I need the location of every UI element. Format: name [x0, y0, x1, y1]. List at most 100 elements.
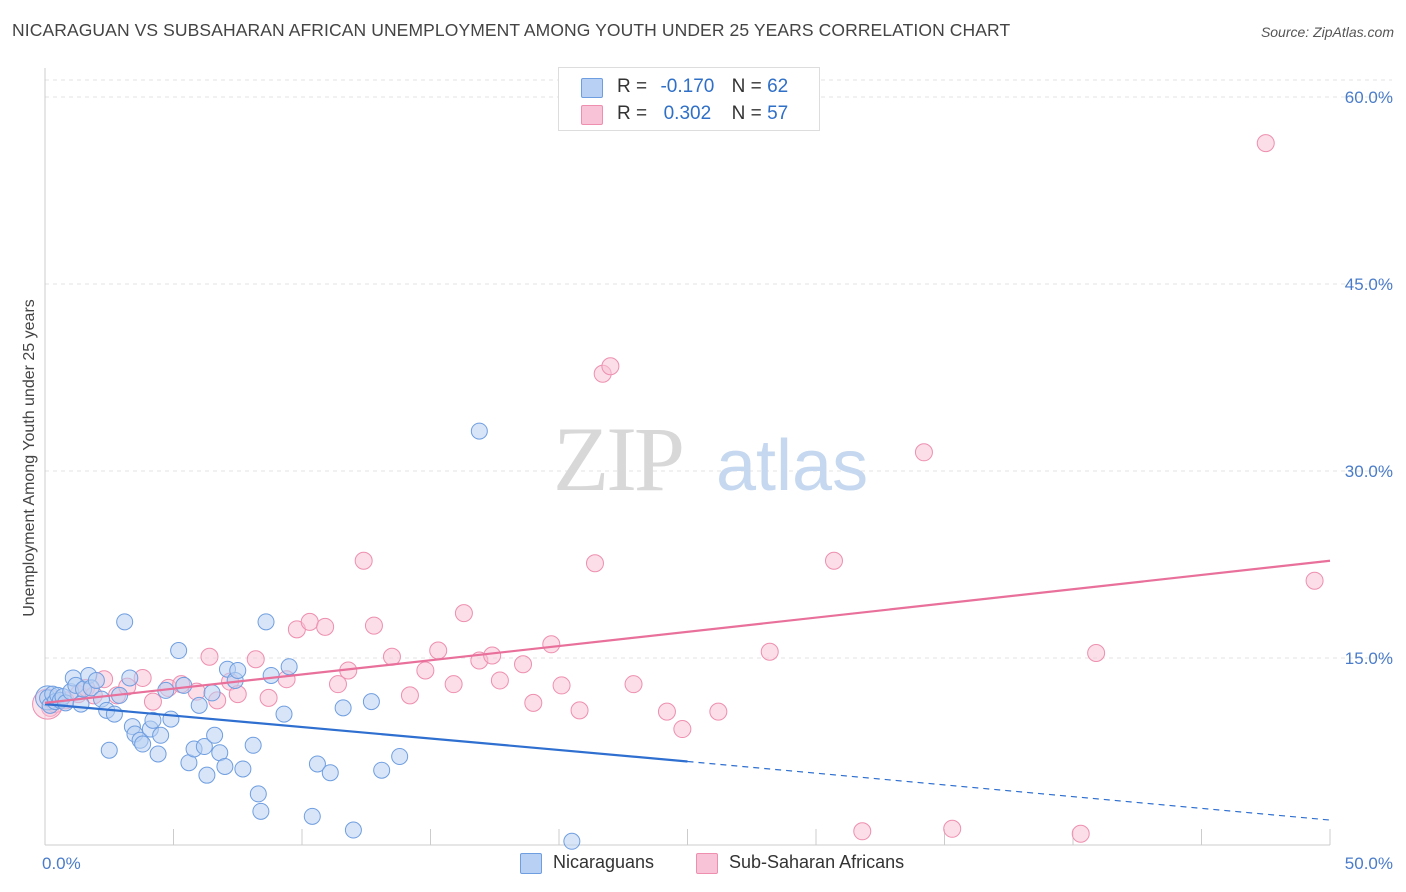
data-point-nicaraguans	[198, 766, 216, 784]
correlation-legend: R = -0.170 N = 62 R = 0.302 N = 57	[558, 67, 820, 131]
legend-r-value: -0.170	[660, 76, 715, 97]
data-point-subsaharan	[524, 693, 543, 712]
data-point-nicaraguans	[100, 741, 118, 759]
data-point-nicaraguans	[275, 705, 293, 723]
data-point-subsaharan	[673, 720, 692, 739]
data-point-nicaraguans	[252, 802, 270, 820]
data-point-subsaharan	[657, 702, 676, 721]
trend-line-nicaraguans-extrapolated	[687, 760, 1331, 821]
data-point-nicaraguans	[344, 821, 362, 839]
data-point-nicaraguans	[216, 757, 234, 775]
chart-title: NICARAGUAN VS SUBSAHARAN AFRICAN UNEMPLO…	[12, 20, 1011, 40]
data-point-nicaraguans	[203, 684, 221, 702]
data-point-subsaharan	[914, 443, 933, 462]
data-point-nicaraguans	[334, 699, 352, 717]
legend-label-subsaharan: Sub-Saharan Africans	[729, 852, 905, 872]
data-point-nicaraguans	[105, 705, 123, 723]
data-point-nicaraguans	[134, 735, 152, 753]
data-point-subsaharan	[570, 701, 589, 720]
source-credit: Source: ZipAtlas.com	[1260, 24, 1394, 40]
data-point-nicaraguans	[391, 747, 409, 765]
data-point-subsaharan	[354, 551, 373, 570]
data-point-subsaharan	[709, 702, 728, 721]
data-point-nicaraguans	[152, 726, 170, 744]
data-point-subsaharan	[328, 675, 347, 694]
data-point-subsaharan	[1087, 644, 1106, 663]
y-tick-label: 60.0%	[1345, 88, 1393, 107]
data-point-nicaraguans	[470, 422, 488, 440]
x-tick-labels: 0.0% 50.0%	[42, 854, 1393, 873]
legend-n-label: N =	[731, 76, 762, 97]
data-point-nicaraguans	[121, 669, 139, 687]
y-tick-label: 45.0%	[1345, 275, 1393, 294]
legend-r-value: 0.302	[663, 103, 712, 124]
legend-swatch-pink	[581, 105, 603, 125]
data-point-subsaharan	[624, 675, 643, 694]
data-point-nicaraguans	[87, 671, 105, 689]
data-point-subsaharan	[246, 650, 265, 669]
data-point-nicaraguans	[144, 711, 162, 729]
data-point-subsaharan	[514, 655, 533, 674]
x-tick-label-max: 50.0%	[1345, 854, 1393, 873]
data-point-nicaraguans	[234, 760, 252, 778]
data-point-nicaraguans	[373, 761, 391, 779]
watermark-zip: ZIP	[553, 408, 682, 510]
y-tick-label: 15.0%	[1345, 649, 1393, 668]
series-nicaraguans-points	[35, 422, 581, 850]
data-point-nicaraguans	[244, 736, 262, 754]
data-point-subsaharan	[454, 604, 473, 623]
data-point-subsaharan	[760, 642, 779, 661]
data-point-subsaharan	[490, 671, 509, 690]
data-point-nicaraguans	[190, 696, 208, 714]
data-point-nicaraguans	[257, 613, 275, 631]
legend-label-nicaraguans: Nicaraguans	[553, 852, 655, 872]
data-point-subsaharan	[824, 551, 843, 570]
data-point-nicaraguans	[170, 642, 188, 660]
data-point-nicaraguans	[249, 785, 267, 803]
axes	[44, 68, 1331, 846]
data-point-nicaraguans	[321, 764, 339, 782]
data-point-nicaraguans	[195, 738, 213, 756]
data-point-subsaharan	[259, 688, 278, 707]
legend-r-label: R =	[617, 76, 648, 97]
data-point-subsaharan	[444, 675, 463, 694]
data-point-subsaharan	[483, 646, 502, 665]
data-point-subsaharan	[429, 641, 448, 660]
data-point-subsaharan	[300, 612, 319, 631]
data-point-nicaraguans	[303, 807, 321, 825]
data-point-nicaraguans	[563, 832, 581, 850]
data-point-subsaharan	[316, 617, 335, 636]
y-axis-label: Unemployment Among Youth under 25 years	[21, 299, 38, 617]
data-point-nicaraguans	[308, 755, 326, 773]
trend-line-subsaharan	[44, 559, 1331, 704]
legend-n-value: 57	[767, 103, 789, 124]
data-point-subsaharan	[382, 647, 401, 666]
watermark: ZIP atlas	[553, 408, 868, 510]
legend-n-value: 62	[767, 76, 789, 97]
data-point-subsaharan	[853, 822, 872, 841]
trend-lines	[44, 559, 1331, 821]
data-point-nicaraguans	[262, 666, 280, 684]
data-point-subsaharan	[143, 692, 162, 711]
data-point-nicaraguans	[206, 726, 224, 744]
data-point-nicaraguans	[162, 710, 180, 728]
data-point-subsaharan	[1071, 824, 1090, 843]
legend-swatch-pink	[696, 853, 718, 874]
legend-n-label: N =	[731, 103, 762, 124]
data-point-nicaraguans	[362, 693, 380, 711]
data-point-nicaraguans	[149, 745, 167, 763]
data-point-nicaraguans	[175, 676, 193, 694]
legend-swatch-blue	[520, 853, 542, 874]
data-point-subsaharan	[601, 357, 620, 376]
y-tick-labels: 15.0% 30.0% 45.0% 60.0%	[1345, 88, 1393, 668]
data-point-subsaharan	[1256, 134, 1275, 153]
data-point-subsaharan	[1305, 571, 1324, 590]
data-point-subsaharan	[585, 554, 604, 573]
data-point-nicaraguans	[280, 658, 298, 676]
data-point-subsaharan	[200, 647, 219, 666]
x-tick-label-min: 0.0%	[42, 854, 81, 873]
data-point-subsaharan	[416, 661, 435, 680]
data-point-subsaharan	[943, 819, 962, 838]
data-point-nicaraguans	[229, 661, 247, 679]
